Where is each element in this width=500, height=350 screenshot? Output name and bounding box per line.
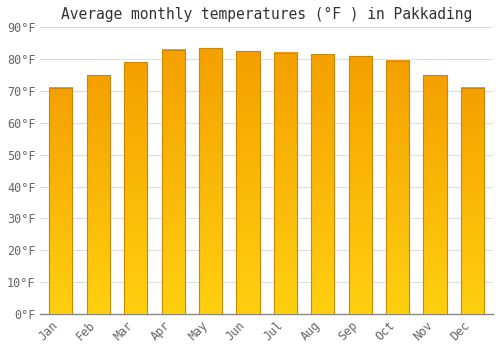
Title: Average monthly temperatures (°F ) in Pakkading: Average monthly temperatures (°F ) in Pa… (61, 7, 472, 22)
Bar (199, 48, 222, 314)
Bar (461, 88, 484, 314)
Bar (424, 75, 446, 314)
Bar (162, 50, 184, 314)
Bar (236, 51, 260, 314)
Bar (274, 53, 297, 314)
Bar (348, 56, 372, 314)
Bar (348, 56, 372, 314)
Bar (86, 75, 110, 314)
Bar (50, 88, 72, 314)
Bar (162, 50, 184, 314)
Bar (424, 75, 446, 314)
Bar (50, 88, 72, 314)
Bar (199, 48, 222, 314)
Bar (124, 62, 148, 314)
Bar (86, 75, 110, 314)
Bar (311, 54, 334, 314)
Bar (274, 53, 297, 314)
Bar (236, 51, 260, 314)
Bar (386, 61, 409, 314)
Bar (386, 61, 409, 314)
Bar (311, 54, 334, 314)
Bar (124, 62, 148, 314)
Bar (461, 88, 484, 314)
